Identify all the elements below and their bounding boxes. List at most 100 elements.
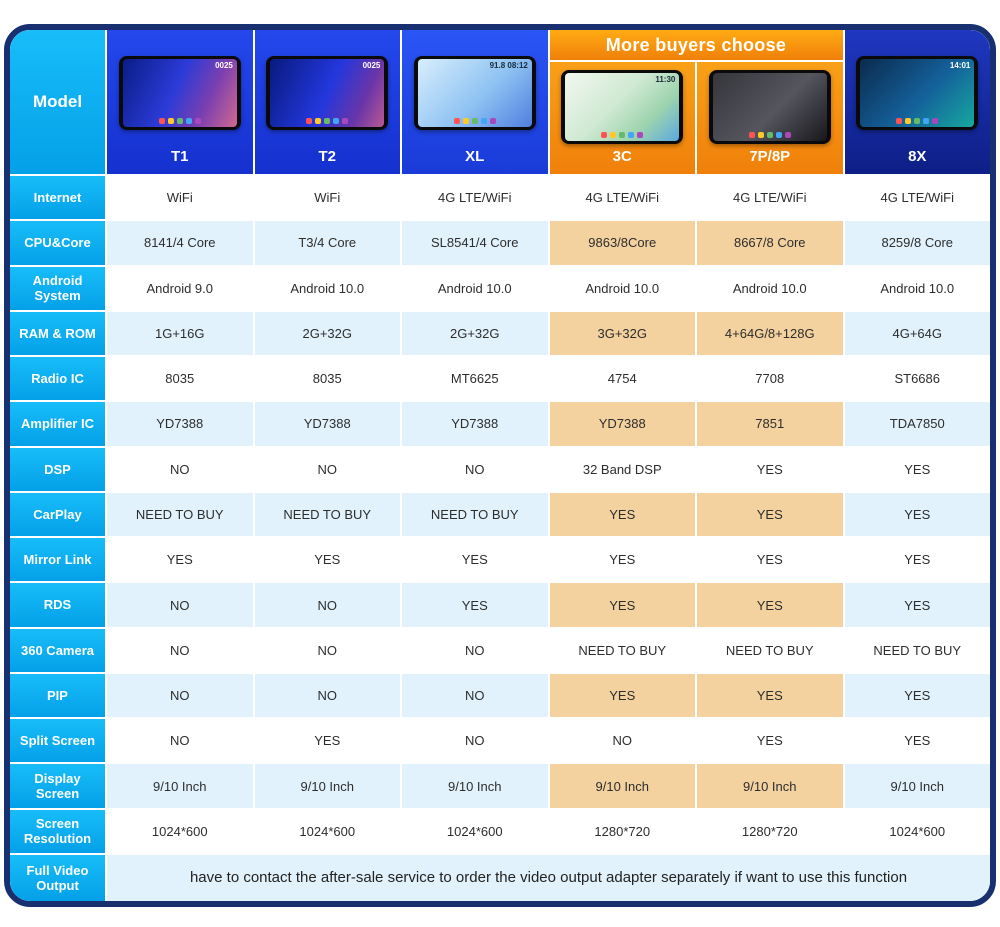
cell-pip-3c: YES bbox=[549, 673, 695, 718]
cell-android-system-xl: Android 10.0 bbox=[402, 266, 548, 310]
device-screen: 11:30 bbox=[565, 73, 680, 141]
cell-dsp-xl: NO bbox=[402, 447, 548, 491]
row-label-screen-resolution: Screen Resolution bbox=[10, 809, 105, 853]
app-icon bbox=[923, 118, 930, 124]
cell-internet-7p-8p: 4G LTE/WiFi bbox=[697, 176, 843, 220]
app-icon bbox=[757, 132, 764, 138]
row-label-split-screen: Split Screen bbox=[10, 719, 105, 763]
cell-amplifier-ic-xl: YD7388 bbox=[402, 402, 548, 446]
cell-display-screen-t1: 9/10 Inch bbox=[107, 764, 253, 808]
model-header-3c: 11:30 3C bbox=[549, 62, 695, 174]
model-name-7p-8p: 7P/8P bbox=[749, 148, 791, 165]
cell-ram-rom-8x: 4G+64G bbox=[844, 311, 990, 356]
cell-cpu-core-xl: SL8541/4 Core bbox=[402, 221, 548, 265]
row-label-radio-ic: Radio IC bbox=[10, 357, 105, 401]
cell-internet-t2: WiFi bbox=[254, 176, 400, 220]
cell-mirror-link-t1: YES bbox=[107, 538, 253, 582]
model-image-7p-8p bbox=[708, 70, 831, 144]
app-icons bbox=[158, 118, 201, 124]
cell-display-screen-xl: 9/10 Inch bbox=[402, 764, 548, 808]
app-icon bbox=[748, 132, 755, 138]
app-icons bbox=[453, 118, 496, 124]
app-icon bbox=[158, 118, 165, 124]
model-image-t1: 0025 bbox=[118, 56, 241, 130]
cell-cpu-core-t1: 8141/4 Core bbox=[107, 221, 253, 265]
app-icon bbox=[306, 118, 313, 124]
cell-carplay-7p-8p: YES bbox=[697, 492, 843, 537]
cell-ram-rom-t2: 2G+32G bbox=[254, 311, 400, 356]
app-icon bbox=[914, 118, 921, 124]
cell-amplifier-ic-t2: YD7388 bbox=[254, 402, 400, 446]
app-icon bbox=[932, 118, 939, 124]
model-header-7p-8p: 7P/8P bbox=[697, 62, 843, 174]
app-icon bbox=[905, 118, 912, 124]
cell-cpu-core-t2: T3/4 Core bbox=[254, 221, 400, 265]
screen-clock-text: 91.8 08:12 bbox=[489, 61, 528, 70]
cell-carplay-t1: NEED TO BUY bbox=[107, 492, 253, 537]
cell-rds-7p-8p: YES bbox=[697, 583, 843, 627]
app-icon bbox=[637, 132, 644, 138]
cell-pip-7p-8p: YES bbox=[697, 673, 843, 718]
model-image-3c: 11:30 bbox=[561, 70, 684, 144]
model-image-xl: 91.8 08:12 bbox=[413, 56, 536, 130]
cell-radio-ic-t2: 8035 bbox=[254, 357, 400, 401]
model-header-t1: 0025 T1 bbox=[107, 30, 253, 174]
row-label-cpu-core: CPU&Core bbox=[10, 221, 105, 265]
row-label-pip: PIP bbox=[10, 673, 105, 718]
cell-android-system-t2: Android 10.0 bbox=[254, 266, 400, 310]
corner-model-label: Model bbox=[10, 30, 105, 174]
cell-internet-xl: 4G LTE/WiFi bbox=[402, 176, 548, 220]
row-label-360-camera: 360 Camera bbox=[10, 628, 105, 672]
cell-carplay-8x: YES bbox=[844, 492, 990, 537]
cell-carplay-3c: YES bbox=[549, 492, 695, 537]
app-icon bbox=[176, 118, 183, 124]
cell-rds-xl: YES bbox=[402, 583, 548, 627]
device-screen: 91.8 08:12 bbox=[417, 59, 532, 127]
model-header-xl: 91.8 08:12 XL bbox=[402, 30, 548, 174]
cell-360-camera-t1: NO bbox=[107, 628, 253, 672]
cell-360-camera-xl: NO bbox=[402, 628, 548, 672]
app-icon bbox=[480, 118, 487, 124]
app-icon bbox=[775, 132, 782, 138]
row-label-rds: RDS bbox=[10, 583, 105, 627]
cell-android-system-3c: Android 10.0 bbox=[549, 266, 695, 310]
app-icons bbox=[896, 118, 939, 124]
model-name-8x: 8X bbox=[908, 148, 927, 165]
cell-mirror-link-8x: YES bbox=[844, 538, 990, 582]
row-label-display-screen: Display Screen bbox=[10, 764, 105, 808]
cell-split-screen-8x: YES bbox=[844, 719, 990, 763]
cell-pip-8x: YES bbox=[844, 673, 990, 718]
row-label-mirror-link: Mirror Link bbox=[10, 538, 105, 582]
cell-split-screen-xl: NO bbox=[402, 719, 548, 763]
cell-amplifier-ic-7p-8p: 7851 bbox=[697, 402, 843, 446]
cell-amplifier-ic-8x: TDA7850 bbox=[844, 402, 990, 446]
cell-cpu-core-3c: 9863/8Core bbox=[549, 221, 695, 265]
cell-ram-rom-7p-8p: 4+64G/8+128G bbox=[697, 311, 843, 356]
app-icon bbox=[462, 118, 469, 124]
app-icon bbox=[784, 132, 791, 138]
row-label-carplay: CarPlay bbox=[10, 492, 105, 537]
cell-cpu-core-7p-8p: 8667/8 Core bbox=[697, 221, 843, 265]
cell-ram-rom-3c: 3G+32G bbox=[549, 311, 695, 356]
cell-screen-resolution-xl: 1024*600 bbox=[402, 809, 548, 853]
cell-mirror-link-7p-8p: YES bbox=[697, 538, 843, 582]
model-name-3c: 3C bbox=[612, 148, 632, 165]
cell-screen-resolution-8x: 1024*600 bbox=[844, 809, 990, 853]
app-icon bbox=[610, 132, 617, 138]
cell-display-screen-3c: 9/10 Inch bbox=[549, 764, 695, 808]
cell-pip-xl: NO bbox=[402, 673, 548, 718]
cell-amplifier-ic-3c: YD7388 bbox=[549, 402, 695, 446]
device-screen bbox=[712, 73, 827, 141]
cell-dsp-t2: NO bbox=[254, 447, 400, 491]
app-icon bbox=[619, 132, 626, 138]
cell-screen-resolution-t2: 1024*600 bbox=[254, 809, 400, 853]
model-image-8x: 14:01 bbox=[856, 56, 979, 130]
cell-rds-3c: YES bbox=[549, 583, 695, 627]
screen-clock-text: 11:30 bbox=[655, 75, 676, 84]
cell-ram-rom-xl: 2G+32G bbox=[402, 311, 548, 356]
row-label-full-video-output: Full Video Output bbox=[10, 854, 105, 901]
row-label-amplifier-ic: Amplifier IC bbox=[10, 402, 105, 446]
model-header-t2: 0025 T2 bbox=[254, 30, 400, 174]
cell-display-screen-7p-8p: 9/10 Inch bbox=[697, 764, 843, 808]
model-header-8x: 14:01 8X bbox=[844, 30, 990, 174]
